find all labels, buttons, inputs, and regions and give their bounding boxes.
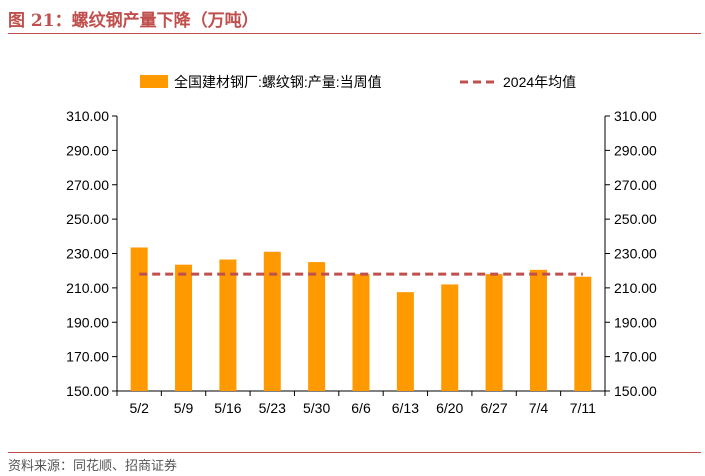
y-tick-label-right: 230.00 xyxy=(614,246,657,262)
bar xyxy=(574,276,592,391)
bar xyxy=(396,292,414,391)
y-tick-label-right: 150.00 xyxy=(614,383,657,399)
x-tick-label: 6/6 xyxy=(351,400,371,416)
bar xyxy=(175,264,193,391)
y-tick-label-left: 150.00 xyxy=(66,383,109,399)
x-tick-label: 5/30 xyxy=(303,400,330,416)
y-tick-label-right: 170.00 xyxy=(614,349,657,365)
bar xyxy=(130,247,148,391)
x-tick-label: 5/16 xyxy=(214,400,241,416)
y-tick-label-left: 250.00 xyxy=(66,211,109,227)
bar xyxy=(219,259,237,391)
y-tick-label-left: 230.00 xyxy=(66,246,109,262)
legend-swatch-bar xyxy=(140,75,168,88)
legend-label-line: 2024年均值 xyxy=(503,74,576,90)
x-tick-label: 5/23 xyxy=(259,400,286,416)
x-tick-label: 5/2 xyxy=(129,400,149,416)
x-tick-label: 7/4 xyxy=(529,400,549,416)
bar xyxy=(485,274,503,391)
y-tick-label-right: 290.00 xyxy=(614,142,657,158)
x-tick-label: 6/20 xyxy=(436,400,463,416)
x-tick-label: 6/27 xyxy=(480,400,507,416)
chart-title: 图 21：螺纹钢产量下降（万吨） xyxy=(8,11,259,31)
bar xyxy=(352,274,370,391)
footer-divider xyxy=(8,452,701,453)
x-axis-labels: 5/2 5/9 5/16 5/23 5/30 6/6 6/13 6/20 6/27 7/4 7/11 xyxy=(129,400,596,416)
source-note: 资料来源：同花顺、招商证券 xyxy=(8,459,178,474)
y-tick-label-right: 270.00 xyxy=(614,177,657,193)
axes: 150.00 150.00 170.00 170.00 190.00 190.00 210.… xyxy=(66,108,657,399)
y-tick-label-right: 310.00 xyxy=(614,108,657,124)
y-tick-label-right: 190.00 xyxy=(614,314,657,330)
bar xyxy=(263,251,281,391)
y-tick-label-left: 270.00 xyxy=(66,177,109,193)
y-tick-label-left: 310.00 xyxy=(66,108,109,124)
y-tick-label-right: 250.00 xyxy=(614,211,657,227)
y-tick-label-left: 170.00 xyxy=(66,349,109,365)
y-tick-label-left: 190.00 xyxy=(66,314,109,330)
title-divider xyxy=(8,33,701,34)
x-tick-label: 5/9 xyxy=(174,400,194,416)
bar xyxy=(529,269,547,391)
bar xyxy=(308,262,326,391)
bar xyxy=(441,284,459,391)
legend: 全国建材钢厂:螺纹钢:产量:当周值 2024年均值 xyxy=(140,74,576,90)
legend-label-bar: 全国建材钢厂:螺纹钢:产量:当周值 xyxy=(174,74,382,90)
bar-line-chart: 全国建材钢厂:螺纹钢:产量:当周值 2024年均值 150.00 150.00 17… xyxy=(66,74,657,416)
y-tick-label-right: 210.00 xyxy=(614,280,657,296)
y-tick-label-left: 210.00 xyxy=(66,280,109,296)
bars xyxy=(130,247,592,391)
x-tick-label: 6/13 xyxy=(392,400,419,416)
x-tick-label: 7/11 xyxy=(570,400,596,416)
y-tick-label-left: 290.00 xyxy=(66,142,109,158)
